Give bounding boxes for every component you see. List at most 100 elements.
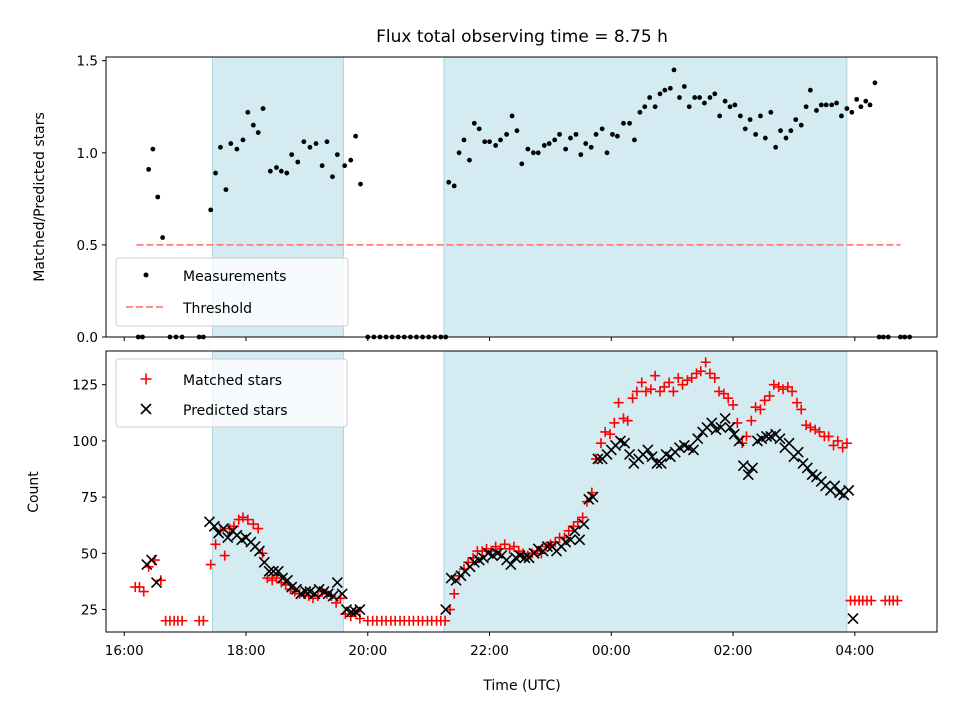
measurement-point xyxy=(498,137,503,143)
matched-star-point xyxy=(563,525,574,536)
matched-star-point xyxy=(723,393,734,404)
measurement-point xyxy=(578,152,584,158)
x-axis-label: Time (UTC) xyxy=(482,678,560,694)
measurement-point xyxy=(632,137,637,143)
measurement-point xyxy=(509,113,515,119)
measurement-point xyxy=(610,131,615,137)
x-tick-label: 20:00 xyxy=(348,643,387,659)
measurement-point xyxy=(446,179,452,185)
bottom-panel: 25 50 75 100 125 16:00 18:00 20:00 22:00 00:00 02… xyxy=(26,350,938,694)
matched-star-point xyxy=(801,420,812,431)
measurement-point xyxy=(519,161,525,167)
matched-star-point xyxy=(219,550,230,561)
predicted-star-point xyxy=(733,435,745,447)
legend-predicted-label: Predicted stars xyxy=(183,403,288,419)
measurement-point xyxy=(530,150,536,156)
measurement-point xyxy=(858,104,864,110)
matched-star-point xyxy=(267,575,278,586)
matched-star-point xyxy=(714,386,725,397)
predicted-star-point xyxy=(150,576,163,589)
y-tick-label: 0.5 xyxy=(77,238,98,254)
predicted-star-point xyxy=(719,412,731,425)
matched-star-point xyxy=(704,368,715,379)
measurement-point xyxy=(451,183,457,189)
measurement-point xyxy=(223,187,229,193)
predicted-star-point xyxy=(146,554,158,566)
measurement-point xyxy=(773,144,779,150)
legend-matched-marker xyxy=(140,373,152,385)
measurement-point xyxy=(788,128,794,134)
measurement-point xyxy=(155,194,161,200)
predicted-star-point xyxy=(587,491,599,503)
measurement-point xyxy=(829,102,835,108)
measurement-point xyxy=(289,152,295,158)
measurement-point xyxy=(686,104,692,110)
matched-star-point xyxy=(750,402,761,413)
measurement-point xyxy=(732,102,738,108)
x-tick-label: 02:00 xyxy=(714,643,753,659)
matched-star-point xyxy=(233,514,244,525)
predicted-star-point xyxy=(208,520,220,532)
measurement-point xyxy=(240,137,246,143)
measurement-point xyxy=(681,84,687,89)
measurement-point xyxy=(662,87,668,93)
predicted-star-point xyxy=(505,558,517,571)
matched-star-point xyxy=(205,559,216,570)
chart-title: Flux total observing time = 8.75 h xyxy=(376,27,668,47)
x-tick-label: 00:00 xyxy=(592,643,631,659)
measurement-point xyxy=(854,96,860,102)
matched-star-point xyxy=(828,440,839,451)
predicted-star-point xyxy=(829,480,841,492)
matched-star-point xyxy=(440,615,451,626)
measurement-point xyxy=(758,113,763,119)
bottom-legend: Matched stars Predicted stars xyxy=(115,358,348,428)
top-x-ticks xyxy=(123,337,856,341)
predicted-star-point xyxy=(651,457,663,469)
matched-star-point xyxy=(768,379,779,390)
measurement-point xyxy=(267,168,273,174)
measurement-point xyxy=(588,144,594,150)
measurement-point xyxy=(324,139,330,145)
measurement-point xyxy=(278,168,284,174)
measurement-point xyxy=(467,157,472,163)
top-legend: Measurements Threshold xyxy=(115,257,349,327)
matched-star-point xyxy=(755,404,766,415)
matched-star-point xyxy=(777,384,788,395)
matched-star-point xyxy=(682,375,693,386)
measurement-point xyxy=(342,163,348,169)
bottom-y-axis-label: Count xyxy=(26,471,42,513)
measurement-point xyxy=(295,159,301,165)
matched-star-point xyxy=(782,381,793,392)
measurement-point xyxy=(471,120,477,126)
matched-star-point xyxy=(810,424,821,435)
matched-star-point xyxy=(668,386,679,397)
matched-star-point xyxy=(787,386,798,397)
measurement-point xyxy=(849,109,855,115)
matched-star-point xyxy=(609,417,620,428)
matched-star-point xyxy=(618,413,629,424)
predicted-star-point xyxy=(706,417,718,429)
matched-star-point xyxy=(253,523,264,534)
matched-star-point xyxy=(541,541,552,552)
matched-star-point xyxy=(841,438,852,449)
measurement-point xyxy=(867,102,873,108)
measurement-point xyxy=(872,80,878,86)
matched-star-point xyxy=(805,422,816,433)
predicted-star-point xyxy=(222,532,234,544)
measurement-point xyxy=(456,150,462,156)
matched-star-point xyxy=(866,595,877,606)
matched-star-point xyxy=(814,426,825,437)
predicted-star-point xyxy=(258,556,270,568)
matched-star-point xyxy=(659,381,670,392)
measurement-point xyxy=(762,135,768,141)
measurement-point xyxy=(692,95,698,100)
matched-star-point xyxy=(691,368,702,379)
measurement-point xyxy=(671,67,677,73)
measurement-point xyxy=(768,109,774,115)
matched-star-point xyxy=(655,386,665,397)
predicted-star-point xyxy=(737,460,749,472)
predicted-star-point xyxy=(742,469,754,481)
top-legend-box xyxy=(115,257,349,327)
bottom-x-ticks: 16:00 18:00 20:00 22:00 00:00 02:00 04:00 xyxy=(105,632,874,659)
matched-star-point xyxy=(892,595,903,606)
